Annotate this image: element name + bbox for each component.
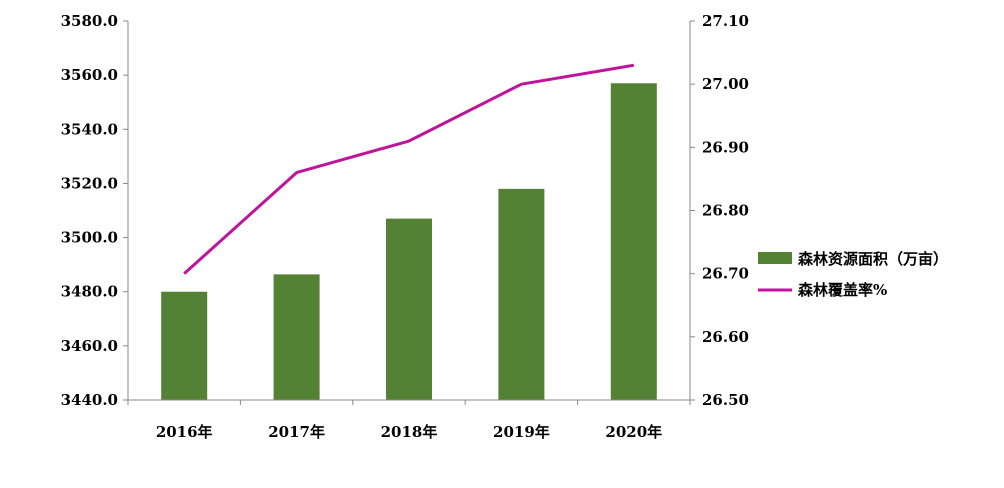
- x-tick-label: 2016年: [156, 423, 213, 441]
- left-y-axis: 3440.0 3460.0 3480.0 3500.0 3520.0 3540.0 3560…: [61, 12, 129, 409]
- left-tick-label: 3440.0: [61, 391, 118, 409]
- bar-2018年: [386, 218, 432, 400]
- left-tick-label: 3540.0: [61, 120, 118, 138]
- legend-label-line: 森林覆盖率%: [798, 281, 887, 299]
- x-tick-label: 2017年: [268, 423, 325, 441]
- plot-area: [161, 63, 657, 400]
- x-tick-label: 2018年: [381, 423, 438, 441]
- left-tick-label: 3460.0: [61, 337, 118, 355]
- right-tick-label: 27.00: [702, 75, 749, 93]
- right-tick-label: 26.90: [702, 138, 749, 156]
- left-tick-label: 3480.0: [61, 283, 118, 301]
- x-tick-label: 2019年: [493, 423, 550, 441]
- right-tick-label: 26.50: [702, 391, 749, 409]
- bar-2020年: [610, 83, 657, 400]
- right-y-axis: 26.50 26.60 26.70 26.80 26.90 27.00 27.10: [689, 12, 749, 409]
- left-tick-label: 3580.0: [61, 12, 118, 30]
- right-tick-label: 27.10: [702, 12, 749, 30]
- bar-2017年: [273, 274, 320, 400]
- legend-label-bar: 森林资源面积（万亩）: [798, 250, 948, 268]
- left-tick-label: 3500.0: [61, 229, 118, 247]
- right-tick-label: 26.80: [702, 202, 749, 220]
- right-tick-label: 26.70: [702, 265, 749, 283]
- legend-swatch-bar: [758, 252, 792, 264]
- x-tick-label: 2020年: [605, 423, 662, 441]
- bar-2019年: [498, 188, 545, 400]
- bar-2016年: [161, 291, 208, 400]
- legend: 森林资源面积（万亩） 森林覆盖率%: [758, 250, 948, 299]
- right-tick-label: 26.60: [702, 328, 749, 346]
- left-tick-label: 3520.0: [61, 174, 118, 192]
- x-axis: 2016年 2017年 2018年 2019年 2020年: [127, 399, 691, 441]
- left-tick-label: 3560.0: [61, 66, 118, 84]
